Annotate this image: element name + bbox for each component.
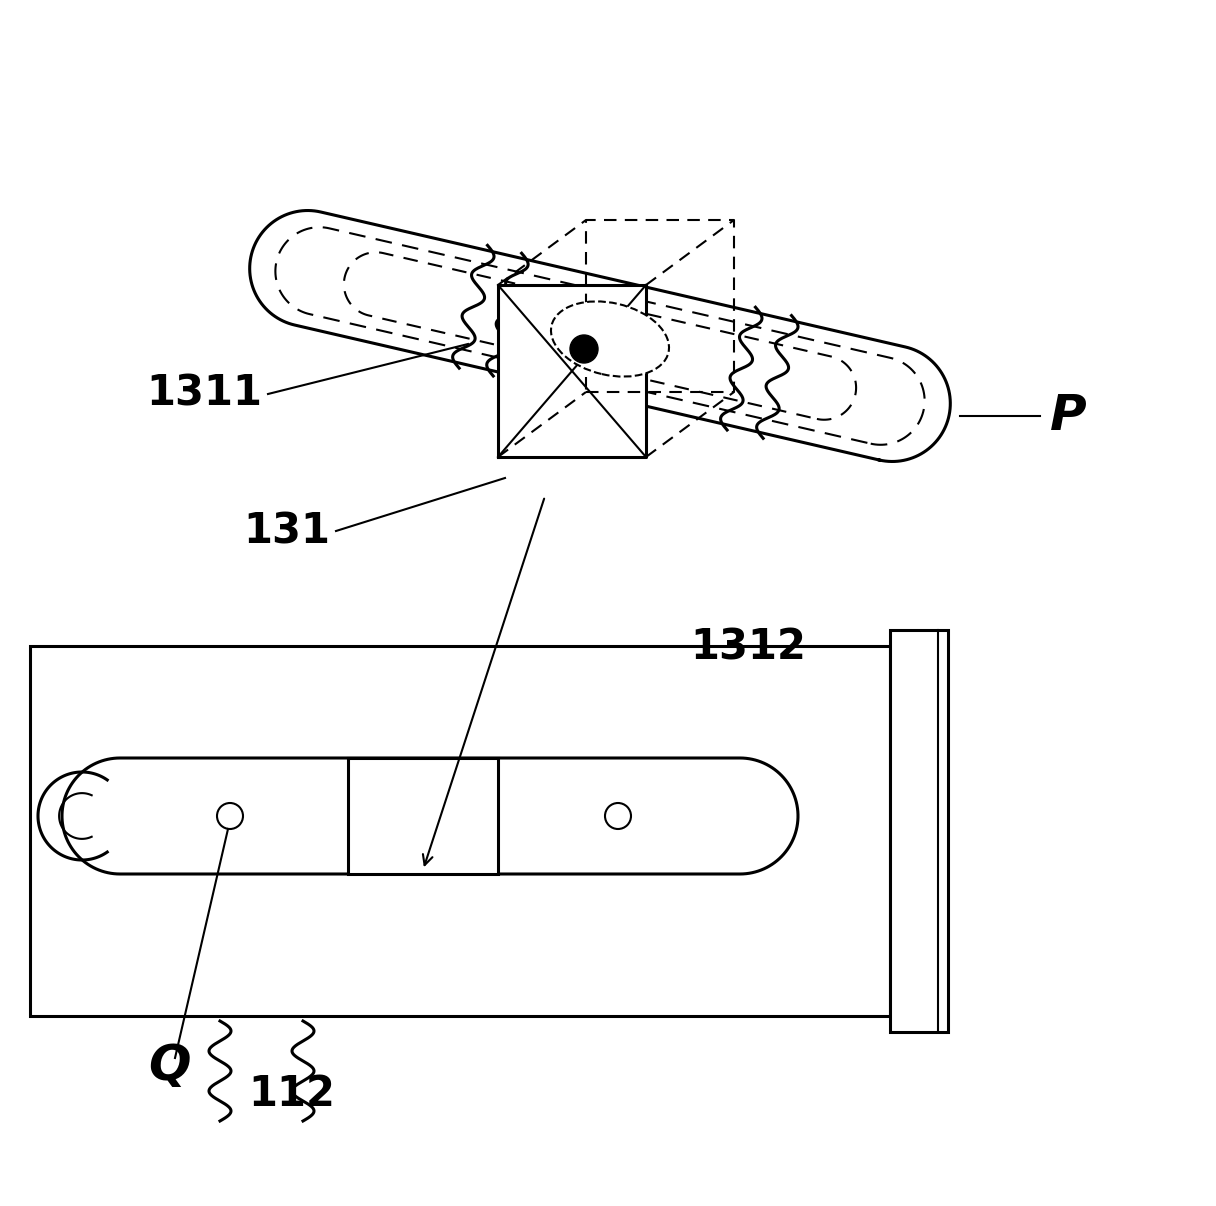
Circle shape <box>570 335 598 363</box>
Bar <box>890 630 948 1032</box>
Text: 1311: 1311 <box>146 373 261 415</box>
Polygon shape <box>499 285 646 457</box>
Text: 112: 112 <box>248 1073 334 1116</box>
Polygon shape <box>249 211 951 462</box>
Text: Q: Q <box>148 1042 191 1090</box>
Text: 1312: 1312 <box>689 627 806 669</box>
Text: P: P <box>1049 392 1087 440</box>
Bar <box>30 646 890 1015</box>
Ellipse shape <box>551 302 669 376</box>
Text: 131: 131 <box>243 510 330 552</box>
Polygon shape <box>62 759 798 874</box>
Bar <box>348 759 499 874</box>
